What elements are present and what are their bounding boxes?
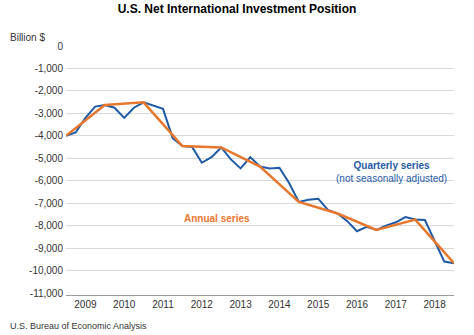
svg-text:2012: 2012 <box>191 299 214 310</box>
svg-text:2014: 2014 <box>268 299 291 310</box>
svg-text:0: 0 <box>57 41 63 52</box>
svg-text:-4,000: -4,000 <box>35 130 64 141</box>
svg-text:-7,000: -7,000 <box>35 198 64 209</box>
svg-text:Quarterly series(not seasonall: Quarterly series(not seasonally adjusted… <box>336 160 447 184</box>
svg-text:2015: 2015 <box>307 299 330 310</box>
svg-text:-11,000: -11,000 <box>30 288 64 299</box>
svg-text:-8,000: -8,000 <box>35 220 64 231</box>
svg-text:2009: 2009 <box>74 299 97 310</box>
svg-text:2018: 2018 <box>423 299 446 310</box>
svg-text:2017: 2017 <box>385 299 408 310</box>
svg-text:-10,000: -10,000 <box>29 265 63 276</box>
svg-text:-5,000: -5,000 <box>35 153 64 164</box>
svg-text:U.S. Net International Investm: U.S. Net International Investment Positi… <box>118 2 357 16</box>
svg-text:U.S. Bureau of Economic Analys: U.S. Bureau of Economic Analysis <box>10 321 147 331</box>
svg-text:2016: 2016 <box>346 299 369 310</box>
svg-text:2010: 2010 <box>113 299 136 310</box>
svg-text:-9,000: -9,000 <box>35 243 64 254</box>
svg-text:-3,000: -3,000 <box>35 108 64 119</box>
svg-text:-2,000: -2,000 <box>35 85 64 96</box>
svg-text:-6,000: -6,000 <box>35 175 64 186</box>
svg-text:2013: 2013 <box>229 299 252 310</box>
svg-text:Annual series: Annual series <box>184 213 250 224</box>
svg-text:-1,000: -1,000 <box>35 63 64 74</box>
svg-text:2011: 2011 <box>152 299 174 310</box>
svg-text:Billion $: Billion $ <box>10 32 45 43</box>
